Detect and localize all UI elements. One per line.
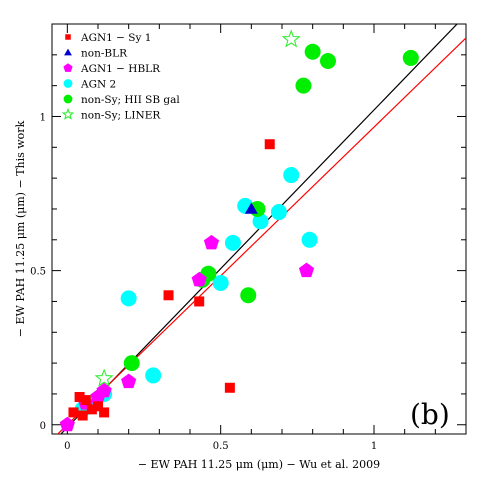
- data-point: [145, 367, 162, 384]
- data-point: [77, 410, 88, 421]
- data-point: [96, 382, 112, 398]
- fit-line: [56, 37, 466, 434]
- data-point: [121, 373, 137, 389]
- legend-marker: [65, 34, 71, 40]
- legend-marker: [63, 63, 73, 72]
- data-point: [304, 43, 321, 60]
- y-axis-label: − EW PAH 11.25 μm (μm) − This work: [14, 120, 27, 337]
- legend-label: non-BLR: [81, 48, 128, 60]
- y-tick-label: 0: [40, 421, 46, 432]
- data-point: [163, 290, 174, 301]
- data-point: [224, 382, 235, 393]
- data-point: [203, 234, 220, 250]
- data-point: [244, 202, 258, 214]
- legend-marker: [63, 79, 73, 88]
- data-point: [68, 407, 79, 418]
- data-point: [301, 231, 318, 248]
- data-point: [99, 407, 110, 418]
- data-point: [212, 274, 229, 291]
- x-tick-label: 0: [64, 441, 70, 452]
- legend-label: non-Sy; HII SB gal: [81, 94, 180, 106]
- data-point: [295, 77, 312, 94]
- data-point: [252, 213, 269, 230]
- legend-marker: [64, 48, 72, 56]
- legend: AGN1 − Sy 1 non-BLR AGN1 − HBLR AGN 2 non-Sy…: [61, 32, 180, 122]
- data-point: [298, 262, 315, 278]
- data-point: [80, 395, 91, 406]
- legend-label: AGN1 − Sy 1: [80, 32, 151, 44]
- legend-label: non-Sy; LINER: [81, 110, 161, 122]
- data-point: [264, 139, 275, 150]
- data-point: [281, 29, 301, 48]
- data-point: [194, 296, 205, 307]
- panel-label: (b): [410, 398, 450, 431]
- legend-label: AGN1 − HBLR: [80, 63, 161, 75]
- data-point: [86, 404, 97, 415]
- y-tick-label: 1: [40, 112, 46, 123]
- data-points: [59, 29, 419, 432]
- x-tick-label: 0.5: [213, 441, 229, 452]
- data-point: [402, 49, 419, 66]
- data-point: [59, 416, 75, 432]
- data-point: [320, 52, 336, 69]
- axis-ticks: 0 0.5 1 0 0.5 1: [30, 23, 467, 452]
- data-point: [74, 392, 85, 403]
- legend-label: AGN 2: [80, 79, 116, 91]
- data-point: [93, 401, 103, 412]
- x-axis-label: − EW PAH 11.25 μm (μm) − Wu et al. 2009: [138, 458, 380, 471]
- data-point: [224, 234, 241, 251]
- legend-marker: [63, 94, 73, 104]
- x-tick-label: 1: [371, 441, 377, 452]
- data-point: [283, 167, 300, 184]
- legend-marker: [61, 107, 75, 120]
- data-point: [94, 368, 114, 387]
- data-point: [240, 287, 257, 304]
- plot-frame: [51, 23, 467, 435]
- data-point: [191, 271, 207, 287]
- data-point: [123, 355, 140, 372]
- y-tick-label: 0.5: [30, 267, 46, 278]
- data-point: [270, 204, 287, 221]
- data-point: [120, 290, 137, 307]
